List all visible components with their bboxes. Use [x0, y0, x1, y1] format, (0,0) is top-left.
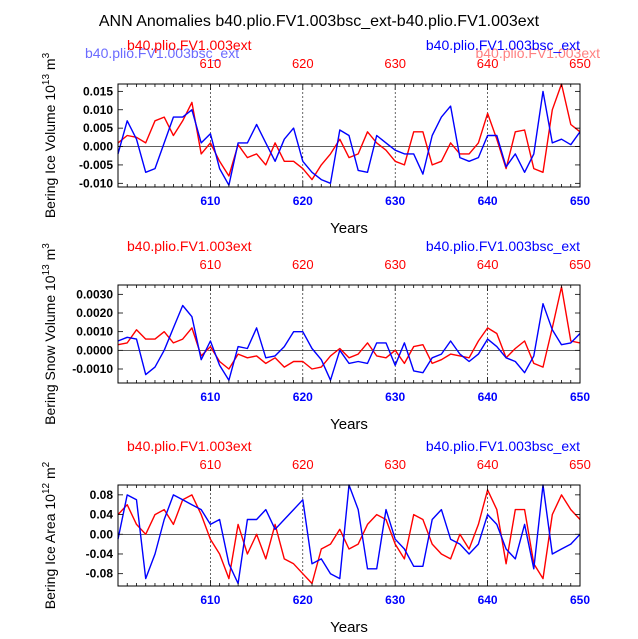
- x-tick-label-top: 640: [477, 257, 499, 272]
- x-tick-label-top: 610: [200, 457, 222, 472]
- x-tick-label-bottom: 620: [293, 194, 313, 208]
- y-tick-label: -0.010: [79, 176, 113, 190]
- ghost-label-left: b40.plio.FV1.003bsc_ext: [85, 45, 239, 61]
- y-tick-label: 0.0010: [76, 325, 113, 339]
- y-tick-label: -0.04: [86, 547, 114, 561]
- x-tick-label-bottom: 620: [293, 390, 313, 404]
- x-tick-label-bottom: 630: [385, 194, 405, 208]
- ghost-label-right: b40.plio.FV1.003ext: [475, 45, 600, 61]
- x-tick-label-bottom: 610: [200, 194, 220, 208]
- series-line-red: [117, 286, 581, 370]
- y-axis-label: Bering Ice Area 1012 m2: [41, 461, 58, 609]
- y-tick-label: 0.00: [90, 527, 114, 541]
- y-tick-label: 0.04: [90, 508, 114, 522]
- x-tick-label-bottom: 610: [200, 390, 220, 404]
- series-line-blue: [117, 303, 581, 381]
- x-tick-label-bottom: 640: [478, 593, 498, 607]
- right-series-title: b40.plio.FV1.003bsc_ext: [426, 438, 580, 454]
- x-tick-label-top: 650: [569, 56, 591, 71]
- y-label-main: Bering Snow Volume 10: [42, 275, 58, 425]
- panels-group: 610 610 620 620 630 630 640 640 650 650 0.015 0.010…: [41, 37, 591, 636]
- x-tick-label-top: 630: [384, 457, 406, 472]
- panel-ice-volume: 610 610 620 620 630 630 640 640 650 650 0.015 0.010…: [41, 37, 591, 237]
- x-tick-label-bottom: 650: [570, 390, 590, 404]
- y-label-unit: m: [42, 58, 58, 74]
- left-series-title: b40.plio.FV1.003ext: [127, 37, 252, 53]
- y-label-exponent: 13: [41, 264, 52, 276]
- y-tick-label: 0.08: [90, 488, 114, 502]
- y-label-unit: m: [42, 249, 58, 265]
- y-label-main: Bering Ice Area 10: [42, 494, 58, 609]
- y-label-unit-exponent: 3: [41, 52, 52, 58]
- x-tick-label-top: 620: [292, 257, 314, 272]
- panel-snow-volume: 610 610 620 620 630 630 640 640 650 650 0.0030 0.00…: [41, 238, 591, 433]
- x-axis-label: Years: [330, 416, 368, 433]
- y-tick-label: 0.015: [83, 84, 113, 98]
- x-tick-label-top: 640: [477, 56, 499, 71]
- y-tick-label: 0.0000: [76, 343, 113, 357]
- y-tick-label: 0.010: [83, 103, 113, 117]
- left-series-title: b40.plio.FV1.003ext: [127, 438, 252, 454]
- x-tick-label-bottom: 630: [385, 593, 405, 607]
- y-tick-label: -0.0010: [72, 362, 113, 376]
- x-tick-label-top: 620: [292, 56, 314, 71]
- y-tick-label: 0.0030: [76, 287, 113, 301]
- right-series-title: b40.plio.FV1.003bsc_ext: [426, 238, 580, 254]
- y-label-exponent: 13: [41, 74, 52, 86]
- y-tick-label: -0.005: [79, 158, 113, 172]
- y-tick-label: 0.000: [83, 140, 113, 154]
- x-axis-label: Years: [330, 619, 368, 636]
- series-line-red: [117, 489, 581, 585]
- series-line-red: [117, 83, 581, 181]
- x-tick-label-bottom: 640: [478, 390, 498, 404]
- x-tick-label-top: 650: [569, 257, 591, 272]
- x-tick-label-top: 630: [384, 56, 406, 71]
- figure-title: ANN Anomalies b40.plio.FV1.003bsc_ext-b4…: [99, 13, 540, 30]
- x-tick-label-bottom: 610: [200, 593, 220, 607]
- y-axis-label: Bering Snow Volume 1013 m3: [41, 243, 58, 425]
- y-axis-label: Bering Ice Volume 1013 m3: [41, 52, 58, 218]
- x-tick-label-bottom: 620: [293, 593, 313, 607]
- left-series-title: b40.plio.FV1.003ext: [127, 238, 252, 254]
- x-tick-label-top: 610: [200, 257, 222, 272]
- y-label-exponent: 12: [41, 482, 52, 494]
- x-tick-label-bottom: 650: [570, 593, 590, 607]
- y-label-main: Bering Ice Volume 10: [42, 85, 58, 218]
- x-tick-label-bottom: 630: [385, 390, 405, 404]
- y-tick-label: 0.005: [83, 121, 113, 135]
- x-tick-label-top: 630: [384, 257, 406, 272]
- y-tick-label: -0.08: [86, 567, 114, 581]
- x-tick-label-top: 620: [292, 457, 314, 472]
- series-line-blue: [117, 90, 581, 186]
- x-tick-label-bottom: 640: [478, 194, 498, 208]
- x-tick-label-bottom: 650: [570, 194, 590, 208]
- panel-ice-area: 610 610 620 620 630 630 640 640 650 650 0.08 0.04 0.…: [41, 438, 591, 636]
- right-series-title: b40.plio.FV1.003bsc_ext: [426, 37, 580, 53]
- x-axis-label: Years: [330, 220, 368, 237]
- x-tick-label-top: 610: [200, 56, 222, 71]
- y-label-unit-exponent: 2: [41, 461, 52, 467]
- x-tick-label-top: 650: [569, 457, 591, 472]
- y-label-unit: m: [42, 467, 58, 483]
- y-label-unit-exponent: 3: [41, 243, 52, 249]
- x-tick-label-top: 640: [477, 457, 499, 472]
- y-tick-label: 0.0020: [76, 306, 113, 320]
